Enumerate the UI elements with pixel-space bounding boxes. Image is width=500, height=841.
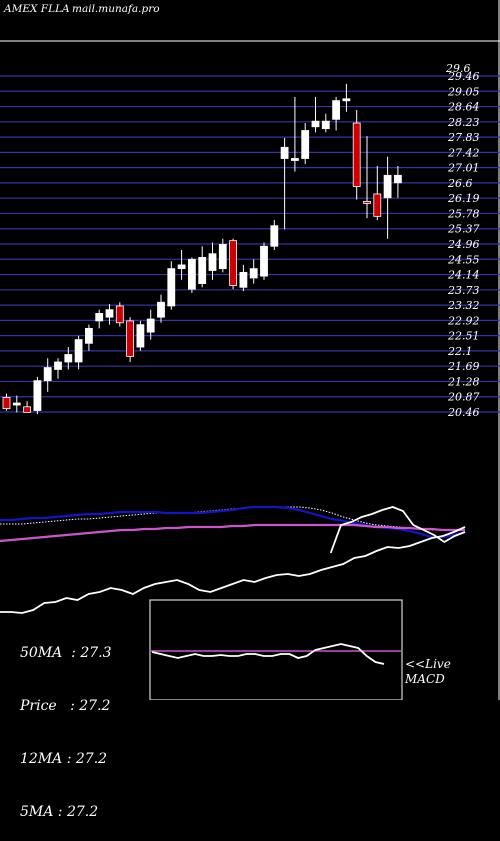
candle-down — [2, 397, 11, 410]
candle-up — [383, 174, 392, 199]
price-tick-label: 27.42 — [447, 146, 480, 159]
candle-up — [146, 318, 155, 333]
macd-label: MACD — [404, 672, 445, 686]
macd-live-line — [151, 643, 385, 665]
price-tick-label: 22.51 — [447, 330, 480, 343]
price-tick-label: 24.14 — [447, 269, 480, 282]
candle-up — [218, 243, 227, 270]
candles — [2, 83, 402, 415]
candle-up — [280, 146, 289, 159]
candle-down — [23, 406, 32, 413]
candle-up — [270, 225, 279, 247]
candle-down — [363, 201, 371, 204]
candle-up — [95, 313, 104, 322]
price-tick-label: 26.6 — [447, 177, 473, 190]
price-tick-labels: 29.46 29.05 28.64 28.23 27.83 27.42 27.01 26.6 2… — [445, 62, 480, 419]
price-grid — [0, 75, 500, 413]
legend-50ma: 50MA : 27.3 — [20, 645, 112, 661]
candle-up — [105, 309, 114, 318]
price-tick-label: 23.32 — [447, 299, 480, 312]
candle-down — [373, 193, 382, 217]
candle-up — [342, 98, 351, 102]
price-tick-label: 25.37 — [447, 223, 480, 236]
candle-up — [12, 402, 21, 406]
macd-label-live: <<Live — [405, 657, 451, 671]
price-tick-label: 24.55 — [447, 253, 480, 266]
candle-up — [85, 327, 93, 344]
candle-up — [64, 354, 73, 363]
legend-5ma: 5MA : 27.2 — [20, 804, 99, 820]
price-tick-label: 22.1 — [447, 345, 473, 358]
legend-price: Price : 27.2 — [20, 698, 111, 714]
ma-fast-line — [0, 505, 466, 539]
candle-up — [54, 361, 62, 370]
macd-main-line — [0, 526, 466, 614]
macd-lines — [151, 643, 401, 665]
macd-box — [149, 599, 403, 700]
candle-up — [311, 120, 320, 128]
candle-up — [74, 339, 83, 363]
candle-down — [126, 320, 134, 357]
candle-up — [208, 253, 217, 271]
price-tick-label: 28.64 — [447, 101, 480, 114]
candle-up — [177, 264, 186, 270]
price-tick-label: 20.46 — [447, 406, 480, 419]
legend: 50MA : 27.3 Price : 27.2 12MA : 27.2 5MA… — [20, 613, 112, 841]
price-tick-label: 27.01 — [447, 162, 480, 175]
price-tick-label: 29.46 — [447, 70, 480, 83]
candle-up — [43, 367, 52, 382]
candle-up — [301, 130, 310, 159]
candle-down — [352, 122, 361, 187]
oscillator-line — [329, 506, 466, 554]
candle-up — [136, 324, 145, 348]
price-tick-label: 23.73 — [447, 284, 480, 297]
price-tick-label-overlap: 29.6 — [445, 62, 471, 75]
price-tick-label: 25.78 — [447, 207, 480, 220]
price-tick-label: 24.96 — [447, 238, 480, 251]
candle-up — [332, 100, 341, 120]
header-right: mail.munafa.pro — [72, 3, 160, 15]
candle-up — [249, 268, 258, 279]
price-tick-label: 26.19 — [447, 192, 480, 205]
candle-down — [115, 305, 124, 324]
candle-up — [198, 257, 207, 284]
ma-slow-line — [0, 523, 465, 543]
candle-up — [260, 245, 268, 277]
price-tick-label: 21.69 — [447, 360, 480, 373]
price-tick-label: 28.23 — [447, 116, 480, 129]
candle-up — [393, 174, 402, 184]
price-tick-label: 27.83 — [447, 131, 480, 144]
candle-up — [167, 268, 176, 307]
candle-up — [321, 120, 330, 130]
price-tick-label: 29.05 — [447, 85, 480, 98]
candle-up — [157, 301, 165, 318]
header-left: AMEX FLLA — [3, 3, 70, 15]
candle-up — [290, 158, 299, 161]
stock-chart: AMEX FLLA mail.munafa.pro 29.46 29.05 28.6… — [0, 0, 500, 700]
candle-up — [239, 271, 248, 288]
indicator-panel — [0, 505, 466, 614]
legend-12ma: 12MA : 27.2 — [20, 751, 108, 767]
candle-up — [33, 380, 42, 411]
price-tick-label: 21.28 — [447, 375, 480, 388]
candle-up — [187, 258, 196, 290]
price-tick-label: 22.92 — [447, 314, 480, 327]
candle-down — [229, 240, 238, 286]
price-tick-label: 20.87 — [447, 391, 480, 404]
